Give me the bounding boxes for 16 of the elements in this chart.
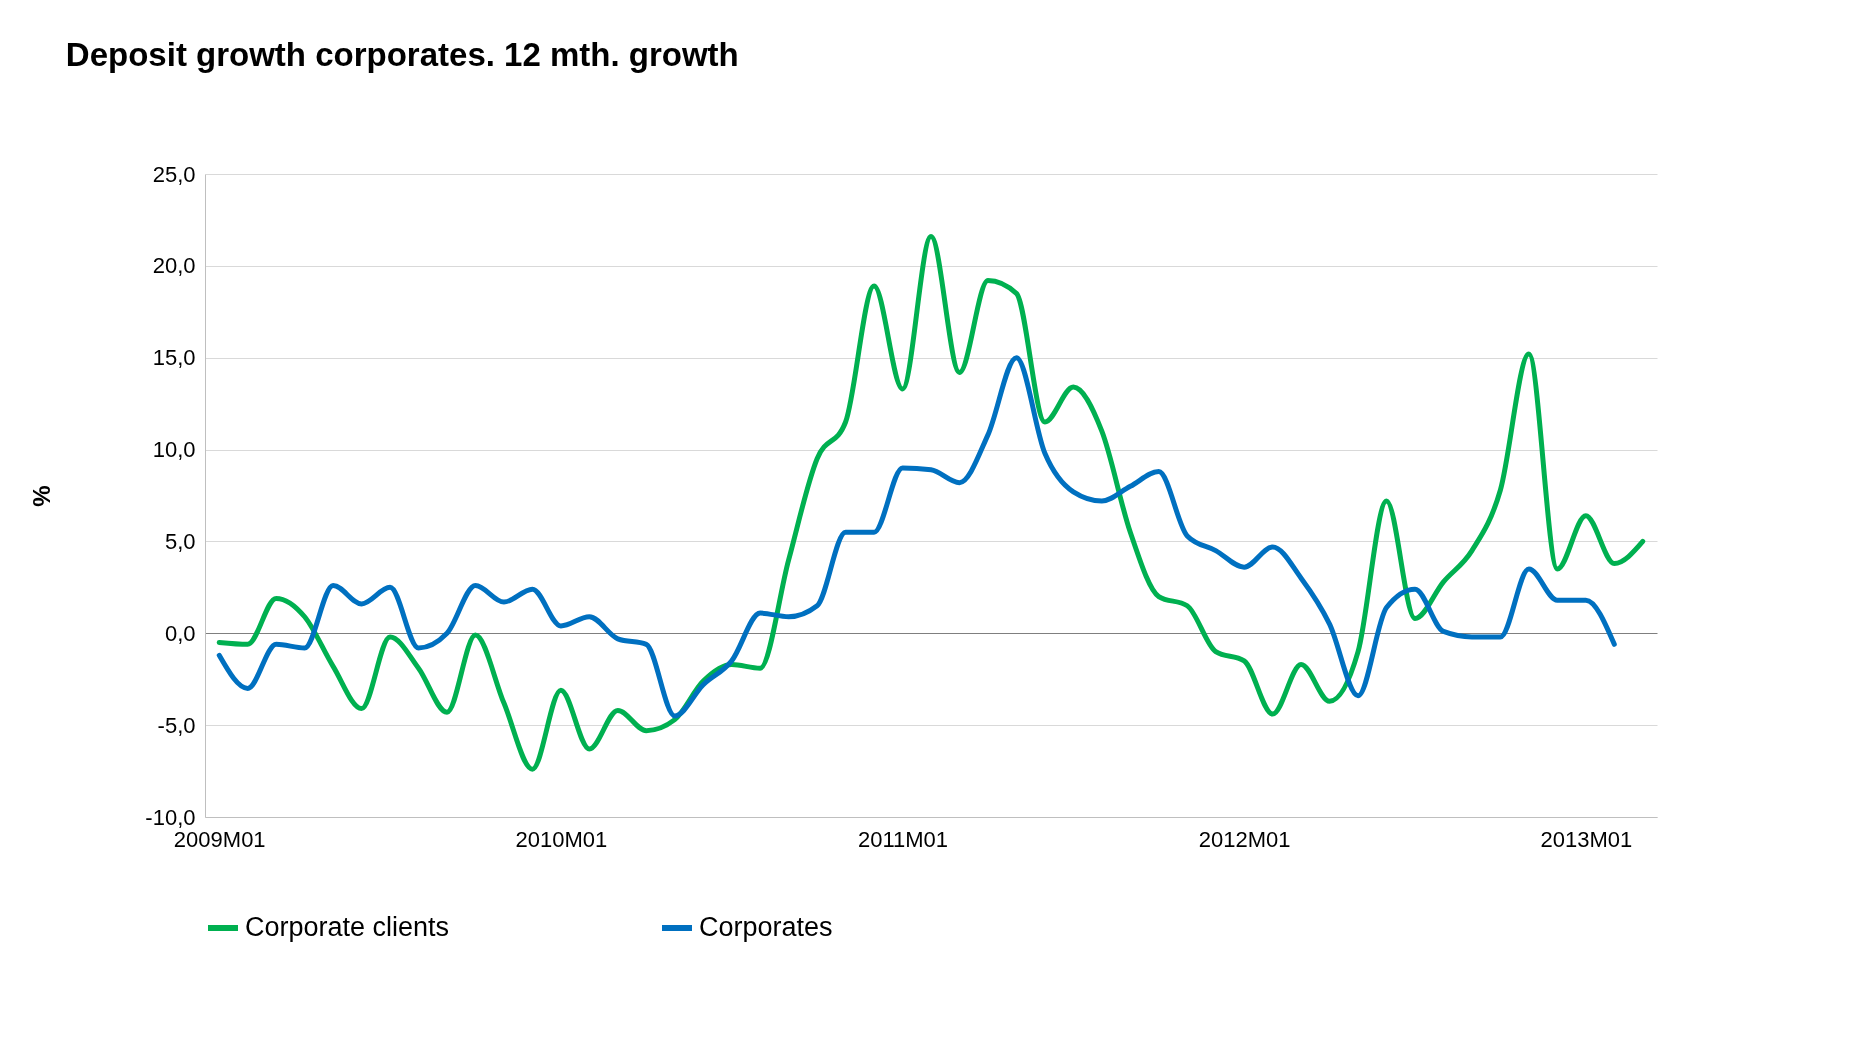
y-tick-label: -5,0 xyxy=(157,712,196,738)
y-axis-title: % xyxy=(28,485,56,507)
y-tick-label: 25,0 xyxy=(152,161,196,187)
y-tick-label: 20,0 xyxy=(152,253,196,279)
y-tick-label: 10,0 xyxy=(152,437,196,463)
x-tick-label: 2013M01 xyxy=(1540,826,1633,852)
legend-label: Corporate clients xyxy=(245,912,450,942)
x-tick-label: 2010M01 xyxy=(515,826,608,852)
chart-title: Deposit growth corporates. 12 mth. growth xyxy=(65,36,739,73)
y-tick-label: 0,0 xyxy=(164,620,196,646)
x-tick-label: 2012M01 xyxy=(1198,826,1291,852)
y-tick-label: -10,0 xyxy=(145,804,196,830)
legend-label: Corporates xyxy=(699,912,833,942)
x-tick-label: 2011M01 xyxy=(857,826,949,852)
y-tick-label: 5,0 xyxy=(164,528,196,554)
y-tick-label: 15,0 xyxy=(152,345,196,371)
